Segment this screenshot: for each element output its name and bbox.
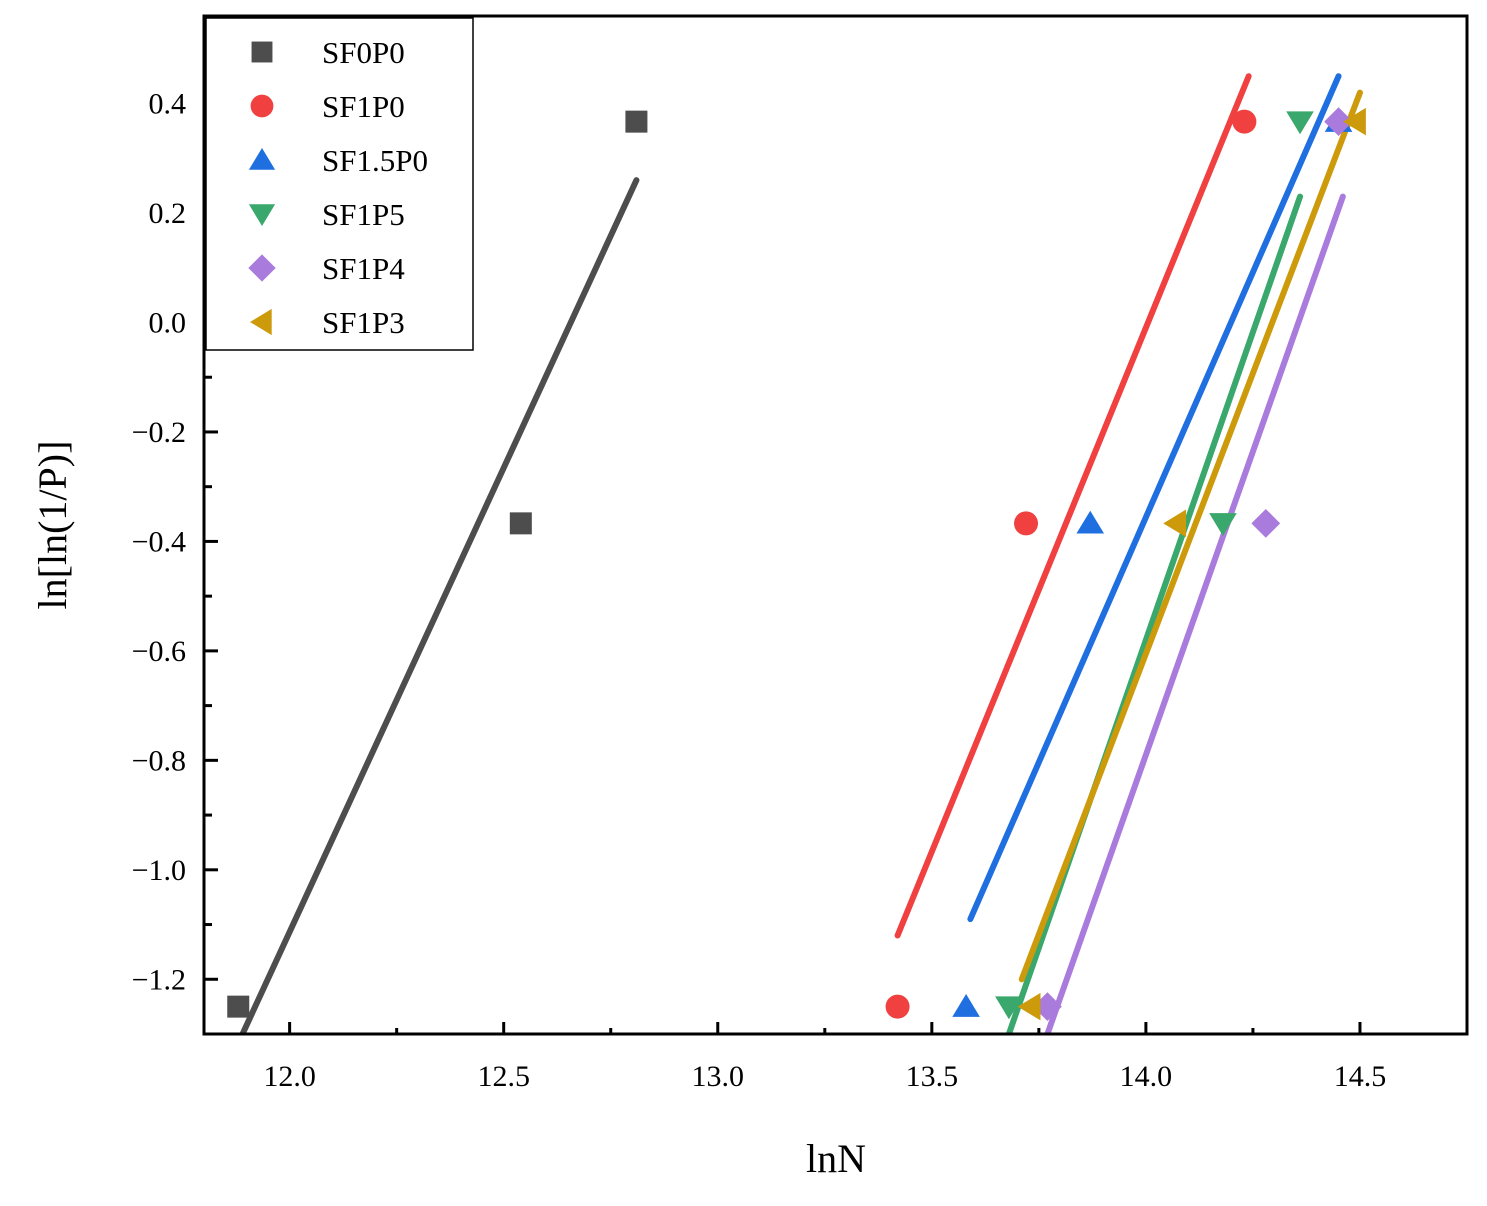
- legend-marker-sf1p3: [250, 308, 272, 336]
- point-sf1p3-1: [1017, 992, 1041, 1021]
- fit-line-sf1p0: [894, 73, 1252, 939]
- fit-line-sf1-5p0: [967, 73, 1342, 923]
- legend-marker-sf0p0: [251, 41, 273, 63]
- y-tick-label: −1.0: [132, 854, 186, 887]
- x-tick-label: 13.0: [692, 1060, 745, 1093]
- x-tick-label: 13.5: [906, 1060, 959, 1093]
- fit-line-sf1p4: [1044, 193, 1346, 1034]
- legend-label-sf1p0: SF1P0: [322, 89, 405, 124]
- point-sf1p4-3: [1324, 107, 1353, 137]
- x-axis-ticks: 12.0 12.5 13.0 13.5 14.0 14.5: [263, 1022, 1386, 1093]
- fit-line-sf1p5: [1005, 193, 1304, 1034]
- fit-line-sf1p3: [1018, 89, 1363, 983]
- y-tick-label: −0.4: [132, 525, 186, 558]
- y-axis-title: ln[ln(1/P)]: [30, 441, 75, 610]
- point-sf1p4-2: [1251, 508, 1281, 538]
- fit-line-sf0p0: [239, 177, 640, 1034]
- y-tick-label: 0.2: [149, 197, 187, 230]
- point-sf1p5-2: [1209, 513, 1237, 536]
- y-tick-label: −0.8: [132, 744, 186, 777]
- x-tick-label: 14.0: [1120, 1060, 1173, 1093]
- y-tick-label: −0.2: [132, 416, 186, 449]
- data-points: [227, 107, 1366, 1022]
- x-axis-title: lnN: [806, 1136, 866, 1181]
- point-sf1p5-1: [995, 996, 1023, 1020]
- x-tick-label: 14.5: [1334, 1060, 1387, 1093]
- y-tick-label: 0.4: [149, 88, 187, 121]
- fit-lines: [239, 73, 1363, 1034]
- legend-marker-sf1p4: [248, 254, 276, 282]
- point-sf1p3-3: [1343, 107, 1366, 136]
- legend-marker-sf1-5p0: [248, 148, 276, 170]
- y-tick-label: 0.0: [149, 306, 187, 339]
- legend-label-sf0p0: SF0P0: [322, 35, 405, 70]
- point-sf1-5p0-2: [1076, 510, 1105, 534]
- y-tick-label: −1.2: [132, 963, 186, 996]
- point-sf1p5-3: [1286, 111, 1314, 135]
- point-sf1p4-1: [1033, 992, 1062, 1022]
- x-tick-label: 12.0: [263, 1060, 316, 1093]
- legend: SF0P0 SF1P0 SF1.5P0 SF1P5 SF1P4 SF1P3: [205, 17, 474, 351]
- legend-label-sf1-5p0: SF1.5P0: [322, 143, 428, 178]
- legend-label-sf1p5: SF1P5: [322, 197, 405, 232]
- y-axis-ticks: 0.4 0.2 0.0 −0.2 −0.4 −0.6 −0.8 −1.0 −1.2: [132, 47, 218, 996]
- point-sf0p0-1: [227, 995, 250, 1018]
- y-tick-label: −0.6: [132, 635, 186, 668]
- legend-marker-sf1p0: [250, 94, 274, 118]
- point-sf0p0-3: [625, 110, 648, 133]
- plot-frame: [202, 14, 1469, 1036]
- legend-label-sf1p3: SF1P3: [322, 305, 405, 340]
- point-sf1p0-2: [1014, 511, 1039, 536]
- point-sf1p3-2: [1163, 509, 1187, 538]
- legend-marker-sf1p5: [248, 204, 276, 226]
- x-tick-label: 12.5: [477, 1060, 530, 1093]
- axes: [202, 14, 1469, 1036]
- point-sf0p0-2: [509, 512, 532, 535]
- point-sf1p0-1: [885, 994, 910, 1019]
- point-sf1-5p0-1: [952, 994, 980, 1017]
- legend-box: [205, 17, 474, 351]
- legend-label-sf1p4: SF1P4: [322, 251, 405, 286]
- point-sf1p0-3: [1232, 109, 1257, 134]
